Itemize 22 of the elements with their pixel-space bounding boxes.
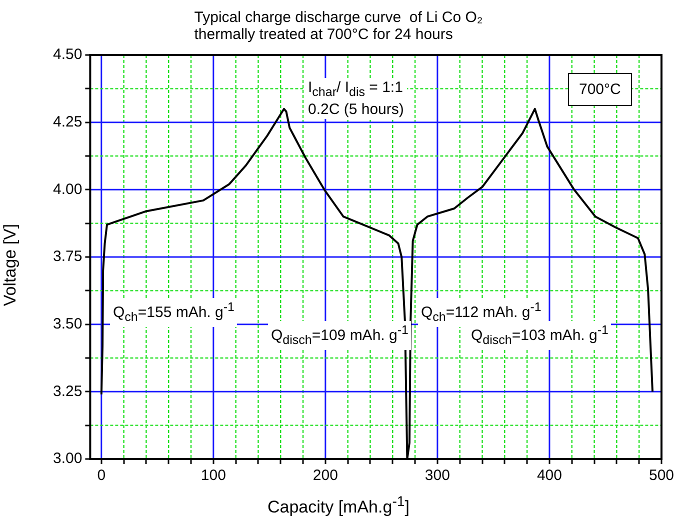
annotation: Q$_{ch}$=155 mAh. g$^{-1}$ xyxy=(110,298,238,327)
annotation: Q$_{disch}$=109 mAh. g$^{-1}$ xyxy=(268,321,412,350)
x-tick-label: 300 xyxy=(424,467,450,484)
y-tick-label: 3.25 xyxy=(52,382,82,400)
y-axis-title: Voltage [V] xyxy=(0,224,20,306)
y-tick-label: 3.50 xyxy=(52,315,82,332)
y-tick-label: 3.75 xyxy=(52,248,82,266)
x-tick-label: 0 xyxy=(97,467,106,484)
annotation: I$_{char}$/ I$_{dis}$ = 1:1 0.2C (5 hours) xyxy=(305,78,407,119)
y-tick-label: 4.25 xyxy=(52,113,82,130)
annotation: 700°C xyxy=(568,73,632,106)
y-tick-label: 4.50 xyxy=(52,46,82,64)
annotation: Q$_{disch}$=103 mAh. g$^{-1}$ xyxy=(468,321,612,350)
x-tick-label: 100 xyxy=(200,467,226,484)
x-tick-label: 400 xyxy=(536,467,562,484)
annotation: Q$_{ch}$=112 mAh. g$^{-1}$ xyxy=(418,298,544,327)
x-tick-label: 200 xyxy=(312,467,338,484)
y-tick-label: 4.00 xyxy=(52,180,82,198)
y-tick-label: 3.00 xyxy=(52,450,82,468)
chart-title: Typical charge discharge curve of Li Co O₂ thermally treated at 700°C for 24 hours xyxy=(194,9,483,43)
x-tick-label: 500 xyxy=(648,467,674,484)
x-axis-title: Capacity [mAh.g$^{-1}$] xyxy=(266,494,411,517)
